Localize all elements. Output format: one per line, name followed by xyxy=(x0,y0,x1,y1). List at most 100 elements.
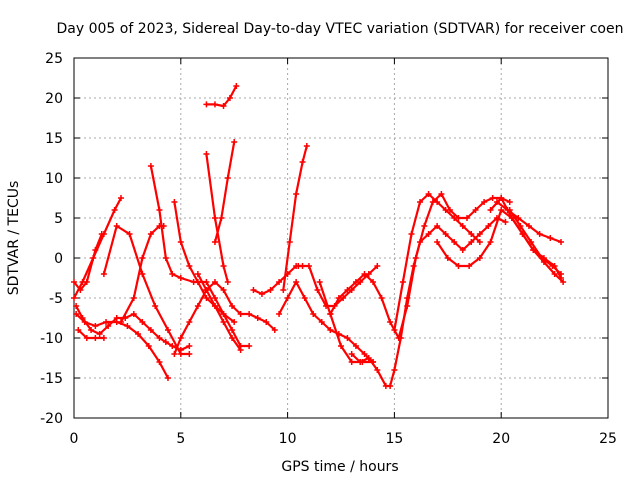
data-point xyxy=(344,335,351,341)
data-point xyxy=(434,239,441,245)
x-tick-label: 10 xyxy=(279,431,297,447)
data-point xyxy=(434,199,441,205)
series-t17 xyxy=(280,143,310,293)
data-point xyxy=(211,215,218,221)
data-point xyxy=(162,339,169,345)
data-point xyxy=(538,255,545,261)
data-point xyxy=(451,215,458,221)
series-t3 xyxy=(71,231,105,293)
data-point xyxy=(145,343,152,349)
data-point xyxy=(73,303,80,309)
data-point xyxy=(203,101,210,108)
x-tick-label: 5 xyxy=(176,431,185,447)
y-tick-label: 25 xyxy=(45,51,63,67)
data-point xyxy=(194,279,201,285)
data-point xyxy=(229,327,236,333)
data-point xyxy=(459,223,466,229)
data-point xyxy=(549,263,556,269)
data-point xyxy=(352,343,359,349)
data-point xyxy=(536,231,543,237)
data-point xyxy=(455,263,462,269)
data-point xyxy=(284,295,291,301)
data-point xyxy=(476,231,483,237)
data-point xyxy=(408,231,415,237)
data-point xyxy=(231,319,238,325)
data-point xyxy=(498,195,505,201)
data-point xyxy=(113,315,120,321)
data-point xyxy=(211,303,218,309)
data-point xyxy=(237,347,244,353)
data-point xyxy=(177,239,184,245)
data-point xyxy=(139,271,146,277)
series-line xyxy=(329,192,511,340)
data-point xyxy=(263,319,270,325)
data-point xyxy=(489,195,496,201)
data-point xyxy=(344,287,351,293)
data-point xyxy=(226,95,233,101)
data-point xyxy=(399,279,406,285)
data-point xyxy=(404,295,411,301)
series-line xyxy=(102,224,191,356)
data-point xyxy=(468,231,475,237)
x-tick-label: 15 xyxy=(385,431,403,447)
y-tick-label: 5 xyxy=(54,211,63,227)
data-point xyxy=(352,279,359,285)
data-point xyxy=(113,223,120,229)
data-point xyxy=(220,263,227,269)
data-point xyxy=(370,279,377,285)
series-line xyxy=(77,328,106,340)
series-line xyxy=(508,208,563,276)
data-point xyxy=(75,327,82,333)
data-point xyxy=(220,311,227,317)
data-point xyxy=(485,223,492,229)
data-point xyxy=(378,295,385,301)
series-line xyxy=(205,84,238,108)
data-point xyxy=(139,319,146,325)
data-point xyxy=(374,263,381,269)
y-tick-label: -5 xyxy=(49,291,63,307)
chart-title: Day 005 of 2023, Sidereal Day-to-day VTE… xyxy=(57,21,624,37)
data-point xyxy=(487,207,494,213)
data-point xyxy=(111,207,118,213)
data-point xyxy=(434,223,441,229)
data-point xyxy=(177,335,184,341)
data-point xyxy=(83,335,90,341)
data-point xyxy=(318,319,325,325)
data-point xyxy=(271,327,278,333)
data-point xyxy=(186,351,193,357)
series-line xyxy=(252,264,304,296)
y-tick-label: -20 xyxy=(40,411,63,427)
data-point xyxy=(186,263,193,269)
data-point xyxy=(135,331,142,337)
y-tick-label: 15 xyxy=(45,131,63,147)
data-point xyxy=(348,351,355,357)
series-t21 xyxy=(348,215,509,389)
series-line xyxy=(173,200,236,324)
series-t15 xyxy=(250,263,306,297)
series-line xyxy=(205,152,229,284)
data-point xyxy=(124,323,131,329)
data-point xyxy=(374,367,381,373)
data-point xyxy=(417,199,424,205)
data-point xyxy=(442,207,449,213)
data-point xyxy=(476,239,483,245)
data-point xyxy=(224,279,231,285)
x-tick-labels: 0 5 10 15 20 25 xyxy=(70,431,617,447)
data-point xyxy=(438,191,445,197)
data-point xyxy=(391,367,398,373)
data-point xyxy=(229,335,236,341)
series-t11 xyxy=(203,151,231,285)
y-tick-label: 20 xyxy=(45,91,63,107)
data-point xyxy=(493,199,500,205)
data-point xyxy=(246,343,253,349)
data-point xyxy=(96,331,103,337)
data-point xyxy=(560,279,567,285)
data-point xyxy=(117,319,124,325)
y-tick-label: -10 xyxy=(40,331,63,347)
data-point xyxy=(276,311,283,317)
data-point xyxy=(169,271,176,277)
data-point xyxy=(162,255,169,261)
data-point xyxy=(203,151,210,157)
data-point xyxy=(442,231,449,237)
